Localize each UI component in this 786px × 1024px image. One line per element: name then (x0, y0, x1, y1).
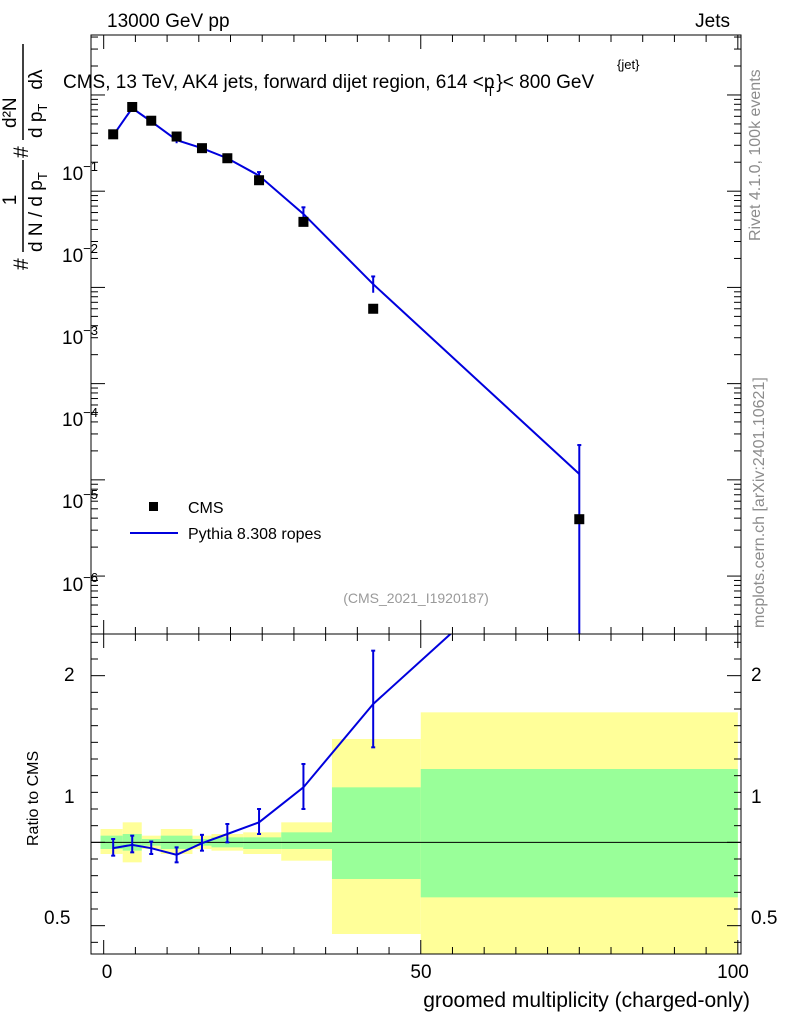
ratio-axis-ticks (91, 634, 741, 954)
y-tick-label-1e-6: 10−6 (62, 570, 98, 596)
uncertainty-band-inner (243, 837, 282, 849)
ylabel-hash-2: # (10, 146, 33, 158)
title-prefix: CMS, 13 TeV, AK4 jets, forward dijet reg… (63, 72, 494, 93)
legend-pythia-label: Pythia 8.308 ropes (188, 526, 321, 543)
ratio-tick-right-2: 2 (751, 665, 762, 686)
x-tick-labels: 0 50 100 (102, 962, 749, 983)
main-frame (90, 34, 742, 635)
main-axis-ticks (91, 35, 741, 634)
cms-data-point (127, 101, 138, 112)
legend: CMS Pythia 8.308 ropes (130, 500, 321, 543)
ylabel-hash-1: # (10, 258, 33, 270)
main-y-tick-labels: 10−1 10−2 10−3 10−4 10−5 10−6 (62, 159, 98, 596)
plot-title: CMS, 13 TeV, AK4 jets, forward dijet reg… (63, 72, 594, 99)
y-tick-label-1e-5: 10−5 (62, 487, 98, 513)
analysis-watermark: (CMS_2021_I1920187) (343, 590, 489, 606)
rivet-label: Rivet 4.1.0, 100k events (747, 69, 764, 241)
y-tick-label-1e-3: 10−3 (62, 323, 98, 349)
pythia-line (112, 106, 580, 475)
ylabel-numerator-one: 1 (0, 195, 21, 206)
ylabel-denominator: d N / d pT (26, 172, 50, 252)
cms-data-point (108, 129, 119, 140)
cms-data-point (254, 175, 265, 186)
x-tick-label-100: 100 (717, 962, 749, 983)
title-sup: {jet} (617, 57, 640, 72)
cms-data-point (574, 514, 585, 525)
title-suffix: }< 800 GeV (496, 72, 594, 93)
x-tick-label-0: 0 (102, 962, 113, 983)
mcplots-label: mcplots.cern.ch [arXiv:2401.10621] (751, 377, 768, 628)
main-plot-area (108, 101, 585, 634)
cms-data-point (298, 216, 309, 227)
x-tick-label-50: 50 (410, 962, 431, 983)
ratio-tick-right-1: 1 (751, 787, 762, 808)
ratio-tick-left-05: 0.5 (44, 908, 70, 929)
uncertainty-band-inner (281, 832, 332, 849)
ratio-y-axis-label: Ratio to CMS (25, 751, 42, 846)
ratio-tick-left-1: 1 (64, 787, 75, 808)
ratio-y-tick-labels: 2 1 0.5 2 1 0.5 (44, 665, 777, 929)
x-axis-label: groomed multiplicity (charged-only) (423, 989, 750, 1012)
title-sub: T (486, 84, 494, 99)
y-tick-label-1e-1: 10−1 (62, 159, 98, 185)
ratio-pythia-line-offscale (372, 634, 452, 705)
cms-data-point (146, 115, 157, 126)
uncertainty-band-inner (420, 769, 738, 898)
ratio-plot-area (91, 634, 741, 954)
legend-cms-label: CMS (188, 500, 224, 517)
header-right: Jets (695, 11, 730, 32)
cms-data-point (368, 303, 379, 314)
ylabel-dpt-dlambda: d pTdλ (26, 69, 50, 138)
ratio-tick-left-2: 2 (64, 665, 75, 686)
main-y-axis-label: # 1 d N / d pT # d²N d pTdλ (0, 44, 50, 270)
uncertainty-band-inner (331, 787, 421, 879)
cms-data-point (196, 143, 207, 154)
y-tick-label-1e-4: 10−4 (62, 405, 98, 431)
ylabel-d2n: d²N (0, 97, 21, 128)
header-left: 13000 GeV pp (107, 11, 230, 32)
legend-cms-marker (149, 502, 158, 511)
y-tick-label-1e-2: 10−2 (62, 241, 98, 267)
cms-data-point (222, 153, 233, 164)
ratio-tick-right-05: 0.5 (751, 908, 777, 929)
cms-data-point (171, 131, 182, 142)
ratio-frame (90, 633, 742, 955)
